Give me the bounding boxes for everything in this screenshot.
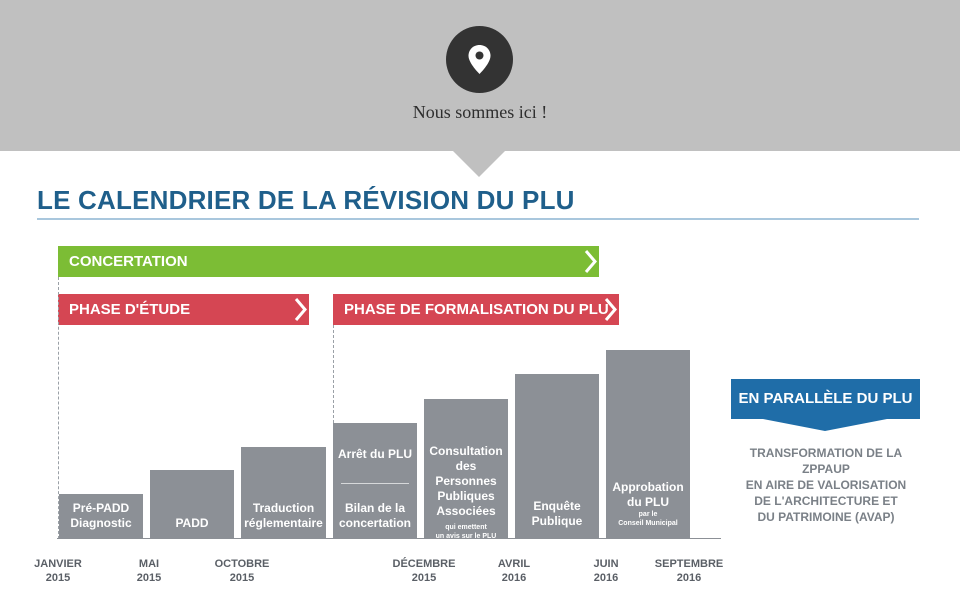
- tick-month: JANVIER: [34, 558, 82, 570]
- page-title: LE CALENDRIER DE LA RÉVISION DU PLU: [37, 185, 575, 215]
- step-pre-padd: Pré-PADD Diagnostic: [59, 494, 143, 538]
- phase-formalisation-label: PHASE DE FORMALISATION DU PLU: [344, 301, 609, 318]
- avap-line: TRANSFORMATION DE LA ZPPAUP: [749, 446, 903, 476]
- step-label: Consultation: [429, 444, 503, 458]
- timeline-tick: JANVIER 2015: [28, 557, 88, 585]
- step-consultation: Consultation des Personnes Publiques Ass…: [424, 399, 508, 540]
- tick-year: 2015: [45, 572, 71, 584]
- step-label: du PLU: [627, 495, 669, 509]
- timeline-tick: JUIN 2016: [576, 557, 636, 585]
- timeline-tick: AVRIL 2016: [484, 557, 544, 585]
- timeline-axis: [57, 538, 721, 539]
- timeline-tick: DÉCEMBRE 2015: [388, 557, 460, 585]
- bar-divider: [341, 483, 409, 484]
- phase-start-guide: [333, 325, 334, 423]
- parallel-banner-arrow: [763, 419, 887, 431]
- tick-month: AVRIL: [497, 558, 531, 570]
- tick-year: 2015: [136, 572, 162, 584]
- title-divider: [37, 218, 919, 220]
- step-label: Associées: [436, 504, 496, 518]
- step-label: Traduction: [252, 501, 315, 515]
- map-pin-icon: [468, 45, 491, 74]
- timeline-tick: SEPTEMBRE 2016: [650, 557, 728, 585]
- step-sublabel: un avis sur le PLU: [435, 533, 497, 540]
- tick-year: 2016: [593, 572, 619, 584]
- timeline-tick: OCTOBRE 2015: [207, 557, 277, 585]
- location-badge: [446, 26, 513, 93]
- step-label: Publique: [531, 514, 583, 528]
- step-sublabel: Conseil Municipal: [618, 520, 678, 527]
- step-label: Pré-PADD: [72, 501, 130, 515]
- step-label: Bilan de la: [344, 501, 406, 515]
- avap-line: EN AIRE DE VALORISATION: [745, 478, 907, 492]
- tick-month: DÉCEMBRE: [392, 558, 456, 570]
- step-label: Publiques: [437, 489, 495, 503]
- step-label: Diagnostic: [70, 516, 132, 530]
- phase-etude-label: PHASE D'ÉTUDE: [69, 301, 191, 318]
- avap-line: DE L'ARCHITECTURE ET: [754, 494, 898, 508]
- arrow-tip-icon: [604, 298, 617, 321]
- step-label: Enquête: [533, 499, 581, 513]
- step-approbation: Approbation du PLU par le Conseil Munici…: [606, 350, 690, 538]
- phase-formalisation-band: PHASE DE FORMALISATION DU PLU: [333, 294, 619, 325]
- concertation-label: CONCERTATION: [69, 253, 188, 270]
- step-label: PADD: [175, 516, 209, 530]
- tick-month: SEPTEMBRE: [654, 558, 724, 570]
- timeline-tick: MAI 2015: [119, 557, 179, 585]
- tick-year: 2016: [501, 572, 527, 584]
- arrow-tip-icon: [584, 250, 597, 273]
- phase-start-guide: [58, 277, 59, 539]
- step-label: des Personnes: [435, 459, 497, 488]
- tick-month: JUIN: [593, 558, 619, 570]
- parallel-banner: EN PARALLÈLE DU PLU: [731, 379, 920, 419]
- phase-etude-band: PHASE D'ÉTUDE: [58, 294, 309, 325]
- tick-year: 2015: [411, 572, 437, 584]
- step-label: concertation: [338, 516, 411, 530]
- step-label: réglementaire: [244, 516, 323, 530]
- tick-year: 2015: [229, 572, 255, 584]
- step-padd: PADD: [150, 470, 234, 538]
- avap-line: DU PATRIMOINE (AVAP): [757, 510, 895, 524]
- step-label: Approbation: [612, 480, 684, 494]
- location-label: Nous sommes ici !: [412, 102, 548, 122]
- step-sublabel: par le: [638, 511, 658, 518]
- step-enquete: Enquête Publique: [515, 374, 599, 538]
- banner-pointer: [453, 151, 505, 177]
- concertation-band: CONCERTATION: [58, 246, 599, 277]
- tick-month: MAI: [138, 558, 160, 570]
- avap-description: TRANSFORMATION DE LA ZPPAUP EN AIRE DE V…: [726, 445, 926, 525]
- step-arret-bilan: Arrêt du PLU Bilan de la concertation: [333, 423, 417, 538]
- arrow-tip-icon: [294, 298, 307, 321]
- step-traduction: Traduction réglementaire: [241, 447, 326, 538]
- step-sublabel: qui emettent: [445, 524, 487, 531]
- step-label: Arrêt du PLU: [337, 447, 412, 461]
- tick-year: 2016: [676, 572, 702, 584]
- tick-month: OCTOBRE: [214, 558, 270, 570]
